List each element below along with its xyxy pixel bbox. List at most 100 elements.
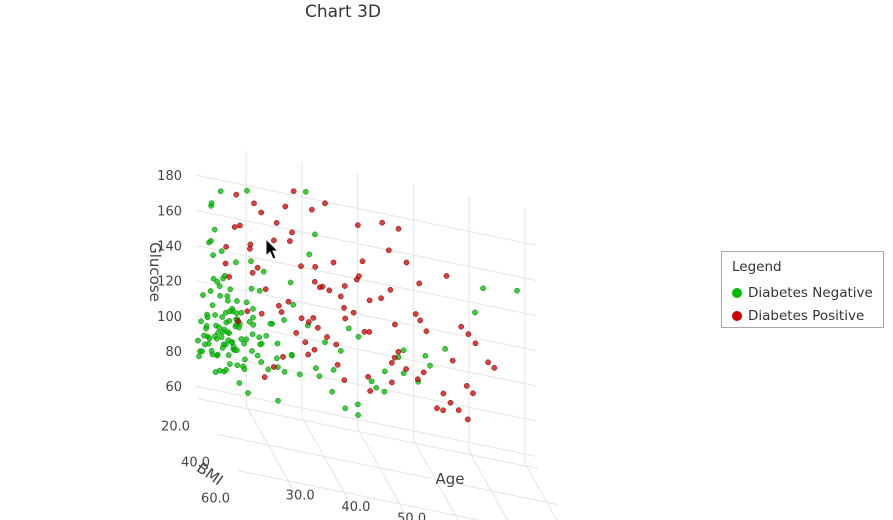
data-point-positive[interactable] xyxy=(334,361,341,368)
data-point-positive[interactable] xyxy=(326,287,333,294)
data-point-positive[interactable] xyxy=(395,348,402,355)
data-point-positive[interactable] xyxy=(440,407,446,414)
data-point-negative[interactable] xyxy=(260,268,267,275)
data-point-negative[interactable] xyxy=(400,347,407,354)
data-point-negative[interactable] xyxy=(219,329,226,335)
data-point-positive[interactable] xyxy=(287,238,293,244)
data-point-negative[interactable] xyxy=(355,401,361,408)
data-point-negative[interactable] xyxy=(199,348,205,355)
data-point-negative[interactable] xyxy=(281,317,287,323)
data-point-positive[interactable] xyxy=(244,308,251,315)
data-point-positive[interactable] xyxy=(312,264,319,270)
data-point-positive[interactable] xyxy=(276,302,282,309)
data-point-positive[interactable] xyxy=(249,269,256,276)
data-point-positive[interactable] xyxy=(342,315,349,322)
data-point-positive[interactable] xyxy=(420,369,427,376)
data-point-positive[interactable] xyxy=(491,365,498,371)
data-point-positive[interactable] xyxy=(403,366,409,372)
data-point-negative[interactable] xyxy=(514,287,520,294)
data-point-negative[interactable] xyxy=(442,346,448,352)
data-point-negative[interactable] xyxy=(227,286,234,293)
data-point-positive[interactable] xyxy=(465,331,472,337)
data-point-positive[interactable] xyxy=(416,280,423,287)
legend-item-negative[interactable]: Diabetes Negative xyxy=(732,284,873,302)
data-point-positive[interactable] xyxy=(447,399,454,406)
data-point-positive[interactable] xyxy=(395,225,402,232)
data-point-negative[interactable] xyxy=(330,367,337,373)
data-point-negative[interactable] xyxy=(208,200,215,206)
data-point-negative[interactable] xyxy=(342,405,349,412)
data-point-negative[interactable] xyxy=(200,292,206,298)
data-point-positive[interactable] xyxy=(389,379,395,386)
data-point-negative[interactable] xyxy=(312,231,318,238)
data-point-positive[interactable] xyxy=(262,286,269,293)
data-point-negative[interactable] xyxy=(302,188,309,195)
data-point-negative[interactable] xyxy=(232,323,239,330)
data-point-negative[interactable] xyxy=(234,298,240,304)
data-point-positive[interactable] xyxy=(290,188,297,195)
data-point-negative[interactable] xyxy=(198,318,204,325)
data-point-positive[interactable] xyxy=(251,200,257,207)
data-point-positive[interactable] xyxy=(322,200,328,207)
data-point-negative[interactable] xyxy=(216,367,223,374)
data-point-positive[interactable] xyxy=(423,328,430,335)
data-point-negative[interactable] xyxy=(427,362,433,369)
data-point-negative[interactable] xyxy=(373,384,380,391)
data-point-positive[interactable] xyxy=(316,284,323,291)
data-point-negative[interactable] xyxy=(244,187,250,194)
data-point-negative[interactable] xyxy=(228,339,235,345)
data-point-negative[interactable] xyxy=(422,352,429,359)
data-point-negative[interactable] xyxy=(249,331,256,338)
data-point-negative[interactable] xyxy=(219,345,226,351)
data-point-positive[interactable] xyxy=(324,334,330,340)
data-point-positive[interactable] xyxy=(258,310,265,317)
data-point-positive[interactable] xyxy=(298,315,305,322)
data-point-positive[interactable] xyxy=(385,247,392,254)
data-point-positive[interactable] xyxy=(379,219,386,226)
data-point-positive[interactable] xyxy=(366,297,373,304)
data-point-negative[interactable] xyxy=(206,335,213,342)
data-point-negative[interactable] xyxy=(216,324,222,331)
data-point-positive[interactable] xyxy=(359,258,366,265)
data-point-negative[interactable] xyxy=(274,340,281,347)
data-point-positive[interactable] xyxy=(361,328,368,335)
data-point-positive[interactable] xyxy=(367,388,374,394)
data-point-negative[interactable] xyxy=(233,259,239,266)
data-point-negative[interactable] xyxy=(241,340,247,347)
data-point-positive[interactable] xyxy=(315,324,321,331)
data-point-positive[interactable] xyxy=(470,390,476,397)
data-point-positive[interactable] xyxy=(330,259,337,266)
data-point-negative[interactable] xyxy=(216,283,223,289)
data-point-positive[interactable] xyxy=(289,229,295,236)
data-point-negative[interactable] xyxy=(226,308,233,315)
data-point-positive[interactable] xyxy=(261,374,268,380)
data-point-negative[interactable] xyxy=(201,332,207,339)
data-point-positive[interactable] xyxy=(463,383,470,389)
data-point-positive[interactable] xyxy=(222,260,229,267)
data-point-positive[interactable] xyxy=(311,346,318,353)
data-point-negative[interactable] xyxy=(211,226,218,233)
data-point-negative[interactable] xyxy=(217,188,224,195)
data-point-positive[interactable] xyxy=(392,321,398,328)
data-point-negative[interactable] xyxy=(258,340,265,347)
data-point-negative[interactable] xyxy=(306,251,313,258)
data-point-negative[interactable] xyxy=(234,347,240,354)
data-point-positive[interactable] xyxy=(391,354,398,361)
data-point-negative[interactable] xyxy=(288,351,295,358)
data-point-negative[interactable] xyxy=(480,285,486,292)
data-point-positive[interactable] xyxy=(464,416,471,423)
data-point-negative[interactable] xyxy=(225,297,231,304)
data-point-negative[interactable] xyxy=(214,278,220,285)
data-point-negative[interactable] xyxy=(207,288,214,294)
data-point-positive[interactable] xyxy=(350,309,357,316)
data-point-positive[interactable] xyxy=(455,407,462,413)
data-point-positive[interactable] xyxy=(298,263,304,270)
data-point-negative[interactable] xyxy=(225,352,232,358)
data-point-positive[interactable] xyxy=(271,237,277,244)
data-point-positive[interactable] xyxy=(305,351,312,358)
data-point-negative[interactable] xyxy=(381,388,388,395)
data-point-positive[interactable] xyxy=(231,224,238,230)
data-point-positive[interactable] xyxy=(414,376,421,383)
data-point-negative[interactable] xyxy=(209,351,216,358)
data-point-positive[interactable] xyxy=(223,243,229,250)
